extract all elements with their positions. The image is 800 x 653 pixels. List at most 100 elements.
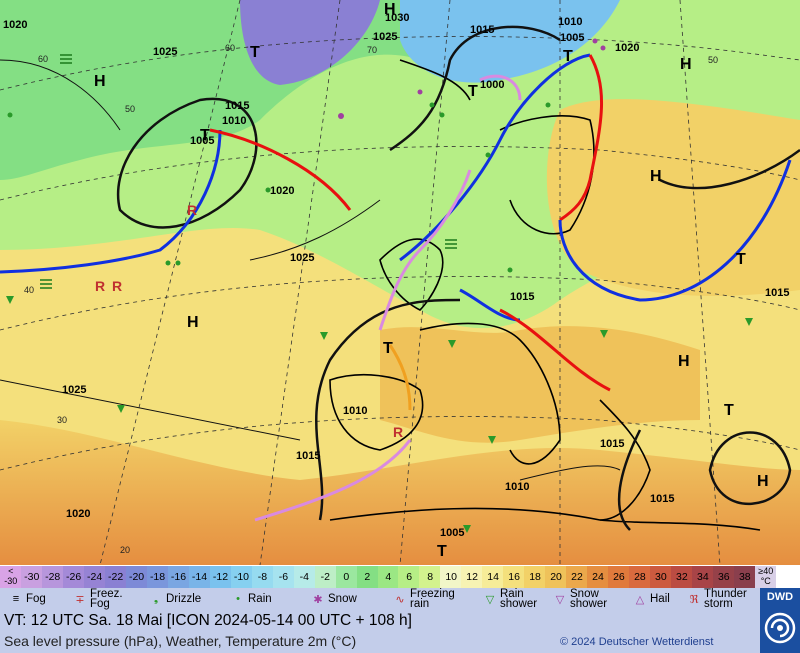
scale-cell: 32	[671, 566, 693, 588]
low-pressure-marker: T	[383, 340, 393, 357]
isobar-label: 1010	[222, 115, 246, 127]
map-footer: VT: 12 UTC Sa. 18 Mai [ICON 2024-05-14 0…	[0, 610, 760, 653]
scale-cell: 36	[713, 566, 735, 588]
high-pressure-marker: H	[384, 1, 396, 18]
fog-symbols	[40, 54, 457, 289]
high-pressure-marker: H	[678, 353, 690, 370]
scale-cell: 22	[566, 566, 588, 588]
weather-map: 1020 1025 1030 1025 1015 1010 1005 1020 …	[0, 0, 800, 565]
isobar-label: 1020	[66, 508, 90, 520]
isobar-label: 1005	[190, 135, 214, 147]
scale-cell: -10	[230, 566, 253, 588]
latitude-label: 20	[120, 545, 130, 555]
rain-icon: •	[236, 593, 240, 605]
low-pressure-marker: T	[468, 83, 478, 100]
snow-shower-icon: ▽	[555, 593, 565, 606]
scale-cell: 34	[692, 566, 714, 588]
scale-cell: 8	[419, 566, 441, 588]
scale-cell: -2	[314, 566, 337, 588]
legend-item: △ Hail	[632, 588, 670, 610]
scale-cell: 26	[608, 566, 630, 588]
isobars	[0, 25, 800, 531]
legend-label: Rain shower	[500, 588, 538, 610]
fronts	[0, 53, 792, 522]
cold-front-east	[558, 159, 792, 302]
svg-text:R: R	[187, 202, 197, 218]
legend-item: ∓ Freez. Fog	[72, 588, 122, 610]
scale-cell: -26	[62, 566, 85, 588]
snow-icon: ✱	[313, 593, 323, 606]
legend-label: Hail	[650, 593, 670, 605]
low-pressure-marker: T	[437, 543, 447, 560]
map-subtitle: Sea level pressure (hPa), Weather, Tempe…	[4, 633, 357, 649]
legend-item: ✱ Snow	[310, 588, 357, 610]
scale-cell: < -30	[0, 566, 22, 588]
drizzle-icon: ❟	[153, 592, 159, 605]
isobar-label: 1030	[385, 12, 409, 24]
scale-cell: 10	[440, 566, 462, 588]
scale-cell: 6	[398, 566, 420, 588]
svg-text:R: R	[95, 278, 105, 294]
isobar-label: 1015	[225, 100, 249, 112]
scale-cell: 2	[356, 566, 378, 588]
svg-text:R: R	[112, 278, 122, 294]
isobar-label: 1005	[560, 32, 584, 44]
scale-cell: -30	[20, 566, 43, 588]
scale-cell: 18	[524, 566, 546, 588]
scale-cell: 24	[587, 566, 609, 588]
latitude-label: 30	[57, 415, 67, 425]
high-pressure-marker: H	[650, 168, 662, 185]
isobar-label: 1020	[3, 19, 27, 31]
isobar-label: 1010	[558, 16, 582, 28]
fog-icon: ≡	[12, 593, 20, 605]
legend-label: Snow	[328, 593, 357, 605]
trough-line	[388, 344, 412, 411]
scale-cell: -4	[293, 566, 316, 588]
low-pressure-marker: T	[200, 127, 210, 144]
isobar-label: 1025	[153, 46, 177, 58]
isobar-label: 1025	[62, 384, 86, 396]
scale-cell: 4	[377, 566, 399, 588]
thunderstorm-icon: ℜ	[689, 593, 699, 606]
low-pressure-marker: T	[250, 44, 260, 61]
scale-cell: 0	[335, 566, 358, 588]
scale-cell: -24	[83, 566, 106, 588]
latitude-label: 50	[125, 104, 135, 114]
legend-item: ▽ Snow shower	[552, 588, 607, 610]
low-pressure-marker: T	[736, 251, 746, 268]
scale-cell: 28	[629, 566, 651, 588]
rain-shower-symbols	[6, 296, 753, 533]
scale-cell: -20	[125, 566, 148, 588]
scale-cell: 16	[503, 566, 525, 588]
latitude-label: 50	[708, 55, 718, 65]
thunderstorm-symbols: R RRR	[95, 202, 403, 440]
legend-item: ▽ Rain shower	[482, 588, 537, 610]
scale-cell: 12	[461, 566, 483, 588]
legend-label: Drizzle	[166, 593, 202, 605]
logo-text: DWD	[766, 591, 794, 603]
legend-label: Fog	[26, 593, 46, 605]
scale-cell: -12	[209, 566, 232, 588]
high-pressure-marker: H	[680, 56, 692, 73]
weather-legend: ≡ Fog ∓ Freez. Fog ❟ Drizzle • Rain ✱ Snow ∿ Freezin…	[0, 588, 760, 610]
occlusion-south	[254, 439, 412, 522]
isobar-label: 1010	[343, 405, 367, 417]
legend-label: Freezing rain	[410, 588, 455, 610]
temperature-color-scale: < -30 -30 -28 -26 -24 -22 -20 -18 -16 -14 -12 -10 -8-…	[0, 566, 777, 588]
cold-front	[0, 129, 222, 274]
isobar-label: 1025	[290, 252, 314, 264]
high-pressure-marker: H	[94, 73, 106, 90]
low-pressure-marker: T	[724, 402, 734, 419]
occlusion-north	[479, 74, 522, 101]
legend-item: ≡ Fog	[8, 588, 46, 610]
scale-cell: 30	[650, 566, 672, 588]
isobar-label: 1015	[510, 291, 534, 303]
legend-label: Thunder storm	[704, 588, 747, 610]
copyright: © 2024 Deutscher Wetterdienst	[560, 636, 714, 648]
svg-text:R: R	[393, 424, 403, 440]
isobar-label: 1015	[765, 287, 789, 299]
cold-front-north	[399, 53, 591, 262]
scale-cell: -28	[41, 566, 64, 588]
coastlines	[329, 59, 761, 531]
dwd-spiral-icon	[764, 612, 796, 644]
